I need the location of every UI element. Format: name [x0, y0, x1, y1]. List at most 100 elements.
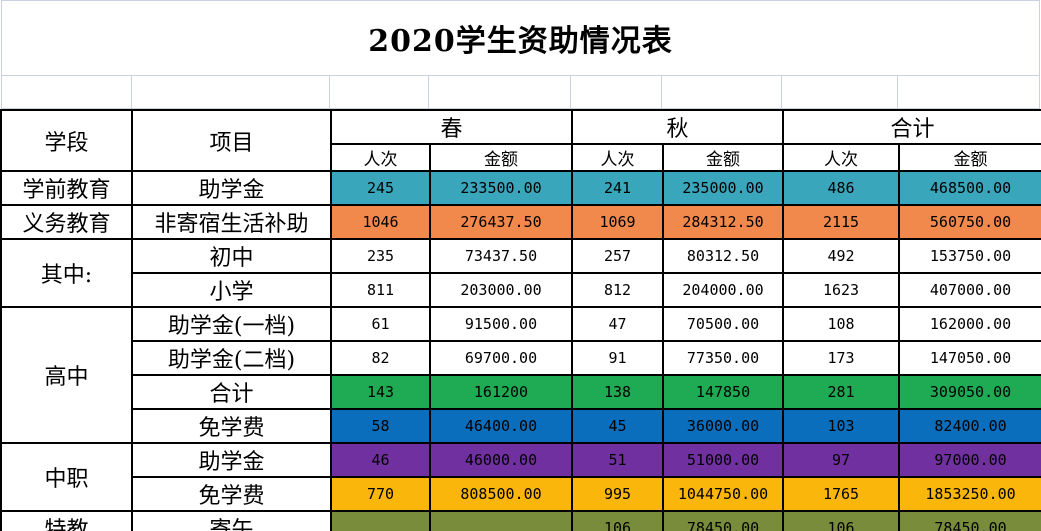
stage-cell: 其中: — [0, 238, 133, 308]
header-project: 项目 — [131, 109, 332, 172]
value-cell: 138 — [571, 374, 665, 410]
value-cell: 36000.00 — [662, 408, 785, 444]
value-cell: 147050.00 — [898, 340, 1041, 376]
value-cell: 2115 — [782, 204, 901, 240]
header-spring-count: 人次 — [330, 143, 431, 172]
table-row: 免学费 770 808500.00 995 1044750.00 1765 18… — [1, 476, 1041, 512]
value-cell: 108 — [782, 306, 901, 342]
value-cell: 46000.00 — [428, 442, 574, 478]
value-cell: 468500.00 — [898, 170, 1041, 206]
spacer-cell — [782, 76, 898, 109]
header-spring: 春 — [329, 109, 574, 145]
value-cell: 91 — [571, 340, 665, 376]
header-autumn-amount: 金额 — [662, 143, 785, 172]
value-cell: 492 — [782, 238, 901, 274]
project-cell: 非寄宿生活补助 — [131, 204, 332, 240]
spacer-cell — [132, 76, 330, 109]
table-row: 其中: 初中 235 73437.50 257 80312.50 492 153… — [0, 238, 1041, 308]
table-row: 特教 寄午 106 78450.00 106 78450.00 — [0, 510, 1041, 531]
project-cell: 助学金 — [131, 170, 332, 206]
project-cell: 助学金(一档) — [131, 306, 332, 342]
value-cell: 77350.00 — [662, 340, 785, 376]
grid-spacer-row — [1, 76, 1040, 109]
value-cell: 51000.00 — [662, 442, 785, 478]
value-cell: 235 — [330, 238, 431, 274]
stage-cell: 学前教育 — [0, 170, 133, 206]
header-total: 合计 — [782, 109, 1041, 145]
value-cell: 143 — [330, 374, 431, 410]
stage-cell: 义务教育 — [0, 204, 133, 240]
page-title: 2020学生资助情况表 — [368, 24, 673, 59]
value-cell: 241 — [571, 170, 665, 206]
header-autumn: 秋 — [571, 109, 785, 145]
project-cell: 免学费 — [131, 408, 332, 444]
project-cell: 助学金 — [131, 442, 332, 478]
value-cell: 770 — [330, 476, 431, 512]
table-row: 助学金(二档) 82 69700.00 91 77350.00 173 1470… — [1, 340, 1041, 376]
project-cell: 合计 — [131, 374, 332, 410]
header-row-measures: 人次 金额 人次 金额 人次 金额 — [1, 143, 1041, 172]
value-cell: 1069 — [571, 204, 665, 240]
value-cell — [330, 510, 431, 531]
value-cell: 811 — [330, 272, 431, 308]
aid-table: 学段 项目 春 秋 合计 人次 金额 人次 金额 人次 金额 学前教育 助学金 … — [0, 109, 1041, 531]
header-total-count: 人次 — [782, 143, 901, 172]
value-cell: 80312.50 — [662, 238, 785, 274]
header-spring-amount: 金额 — [428, 143, 574, 172]
value-cell: 995 — [571, 476, 665, 512]
value-cell: 309050.00 — [898, 374, 1041, 410]
value-cell: 1044750.00 — [662, 476, 785, 512]
project-cell: 小学 — [131, 272, 332, 308]
value-cell: 82 — [330, 340, 431, 376]
value-cell: 1765 — [782, 476, 901, 512]
value-cell: 281 — [782, 374, 901, 410]
value-cell: 486 — [782, 170, 901, 206]
title-block: 2020学生资助情况表 — [1, 0, 1040, 76]
value-cell: 147850 — [662, 374, 785, 410]
value-cell: 73437.50 — [428, 238, 574, 274]
value-cell: 235000.00 — [662, 170, 785, 206]
value-cell: 233500.00 — [428, 170, 574, 206]
value-cell: 284312.50 — [662, 204, 785, 240]
spacer-cell — [662, 76, 782, 109]
value-cell: 276437.50 — [428, 204, 574, 240]
table-row: 中职 助学金 46 46000.00 51 51000.00 97 97000.… — [0, 442, 1041, 512]
header-row-groups: 学段 项目 春 秋 合计 — [0, 109, 1041, 172]
project-cell: 寄午 — [131, 510, 332, 531]
stage-cell: 特教 — [0, 510, 133, 531]
spacer-cell — [571, 76, 662, 109]
value-cell: 47 — [571, 306, 665, 342]
value-cell: 97 — [782, 442, 901, 478]
value-cell: 560750.00 — [898, 204, 1041, 240]
value-cell: 51 — [571, 442, 665, 478]
project-cell: 助学金(二档) — [131, 340, 332, 376]
spacer-cell — [898, 76, 1040, 109]
value-cell: 204000.00 — [662, 272, 785, 308]
value-cell: 162000.00 — [898, 306, 1041, 342]
spacer-cell — [429, 76, 571, 109]
spacer-cell — [2, 76, 132, 109]
stage-cell: 中职 — [0, 442, 133, 512]
project-cell: 初中 — [131, 238, 332, 274]
value-cell — [428, 510, 574, 531]
value-cell: 812 — [571, 272, 665, 308]
stage-cell: 高中 — [0, 306, 133, 444]
table-row: 义务教育 非寄宿生活补助 1046 276437.50 1069 284312.… — [0, 204, 1041, 240]
value-cell: 407000.00 — [898, 272, 1041, 308]
value-cell: 61 — [330, 306, 431, 342]
table-row: 高中 助学金(一档) 61 91500.00 47 70500.00 108 1… — [0, 306, 1041, 444]
value-cell: 69700.00 — [428, 340, 574, 376]
value-cell: 103 — [782, 408, 901, 444]
value-cell: 97000.00 — [898, 442, 1041, 478]
value-cell: 257 — [571, 238, 665, 274]
table-row: 小学 811 203000.00 812 204000.00 1623 4070… — [1, 272, 1041, 308]
value-cell: 45 — [571, 408, 665, 444]
value-cell: 808500.00 — [428, 476, 574, 512]
value-cell: 106 — [571, 510, 665, 531]
header-stage: 学段 — [0, 109, 133, 172]
header-total-amount: 金额 — [898, 143, 1041, 172]
value-cell: 70500.00 — [662, 306, 785, 342]
project-cell: 免学费 — [131, 476, 332, 512]
table-row: 学前教育 助学金 245 233500.00 241 235000.00 486… — [0, 170, 1041, 206]
